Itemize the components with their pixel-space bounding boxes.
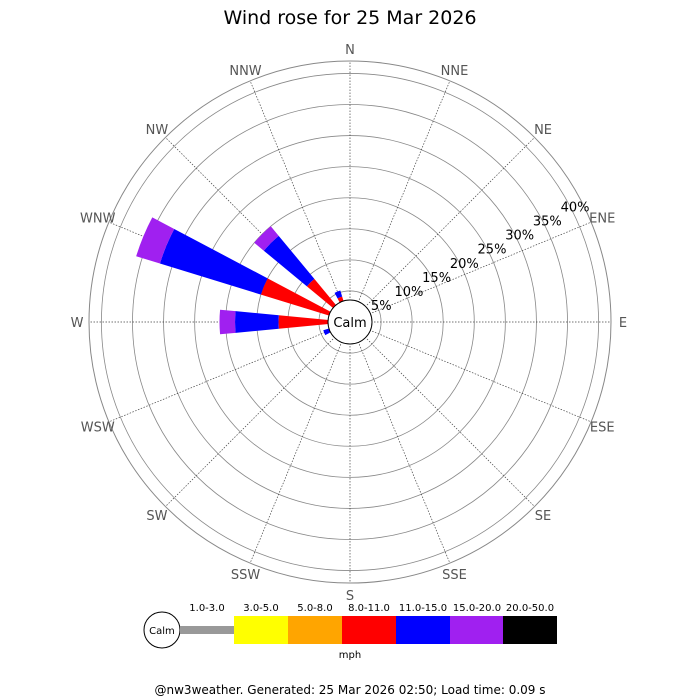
petal-wnw-8.0-11.0 bbox=[260, 278, 331, 316]
spoke-sw bbox=[165, 321, 351, 507]
direction-label-se: SE bbox=[535, 509, 551, 524]
grid-circle-8 bbox=[101, 73, 599, 571]
spoke-ese bbox=[349, 321, 592, 423]
speed-legend: Calm 1.0-3.0 3.0-5.0 5.0-8.0 8.0-11.0 11.0-1… bbox=[143, 603, 557, 661]
petal-nnw-11.0-15.0 bbox=[334, 290, 343, 299]
percent-labels: 5%10%15%20%25%30%35%40% bbox=[371, 200, 590, 314]
spoke-se bbox=[349, 321, 535, 507]
calm-label: Calm bbox=[333, 316, 366, 331]
legend-swatch-3.0-5.0 bbox=[234, 616, 288, 644]
legend-swatch-8.0-11.0 bbox=[342, 616, 396, 644]
percent-label-30: 30% bbox=[505, 229, 534, 244]
percent-label-10: 10% bbox=[394, 285, 423, 300]
chart-title: Wind rose for 25 Mar 2026 bbox=[223, 7, 476, 29]
legend-swatch-1.0-3.0 bbox=[180, 626, 234, 634]
petal-w-11.0-15.0 bbox=[235, 311, 279, 333]
spoke-ssw bbox=[249, 321, 351, 564]
legend-swatch-11.0-15.0 bbox=[396, 616, 450, 644]
footer-text: @nw3weather. Generated: 25 Mar 2026 02:5… bbox=[155, 683, 546, 697]
spoke-nnw bbox=[249, 80, 351, 323]
spoke-ne bbox=[349, 137, 535, 323]
direction-label-ese: ESE bbox=[590, 420, 615, 435]
direction-label-nne: NNE bbox=[441, 64, 469, 79]
legend-units: mph bbox=[339, 650, 361, 661]
spoke-ene bbox=[349, 221, 592, 323]
legend-bin-label-20.0-50.0: 20.0-50.0 bbox=[506, 603, 554, 614]
petal-nw-11.0-15.0 bbox=[263, 235, 315, 287]
legend-bin-label-8.0-11.0: 8.0-11.0 bbox=[348, 603, 390, 614]
direction-label-s: S bbox=[346, 589, 354, 604]
direction-labels: N NNE NE ENE E ESE SE SSE S SSW SW WSW W WNW NW NNW bbox=[71, 43, 628, 604]
legend-swatch-15.0-20.0 bbox=[450, 616, 504, 644]
direction-label-w: W bbox=[71, 316, 84, 331]
spoke-wsw bbox=[108, 321, 351, 423]
grid-circle-outer bbox=[88, 60, 612, 584]
wind-petals bbox=[136, 217, 370, 336]
direction-label-nnw: NNW bbox=[229, 64, 261, 79]
direction-label-ne: NE bbox=[534, 123, 552, 138]
spoke-nne bbox=[349, 80, 451, 323]
legend-bin-label-3.0-5.0: 3.0-5.0 bbox=[243, 603, 278, 614]
spoke-sse bbox=[349, 321, 451, 564]
petal-nw-15.0-20.0 bbox=[254, 226, 279, 251]
petal-w-8.0-11.0 bbox=[278, 315, 347, 329]
percent-label-20: 20% bbox=[450, 257, 479, 272]
petal-wnw-11.0-15.0 bbox=[159, 228, 268, 295]
legend-bin-label-11.0-15.0: 11.0-15.0 bbox=[399, 603, 447, 614]
calm-circle bbox=[327, 299, 373, 345]
direction-label-sse: SSE bbox=[442, 568, 467, 583]
percent-label-40: 40% bbox=[561, 200, 590, 215]
legend-swatch-20.0-50.0 bbox=[503, 616, 557, 644]
direction-label-wsw: WSW bbox=[81, 420, 115, 435]
direction-label-sw: SW bbox=[146, 509, 167, 524]
direction-label-e: E bbox=[619, 316, 627, 331]
grid-circle-5 bbox=[194, 166, 506, 478]
direction-label-n: N bbox=[345, 43, 355, 58]
legend-bin-label-5.0-8.0: 5.0-8.0 bbox=[297, 603, 332, 614]
direction-label-ene: ENE bbox=[589, 212, 615, 227]
legend-calm-label: Calm bbox=[149, 626, 175, 637]
percent-label-5: 5% bbox=[371, 299, 392, 314]
percent-label-25: 25% bbox=[478, 243, 507, 258]
legend-bin-label-15.0-20.0: 15.0-20.0 bbox=[453, 603, 501, 614]
percent-label-35: 35% bbox=[533, 214, 562, 229]
direction-label-ssw: SSW bbox=[231, 568, 261, 583]
legend-bin-label-1.0-3.0: 1.0-3.0 bbox=[189, 603, 224, 614]
petal-nw-8.0-11.0 bbox=[306, 278, 343, 315]
petal-wnw-15.0-20.0 bbox=[136, 217, 175, 264]
petal-w-15.0-20.0 bbox=[219, 309, 236, 335]
direction-label-wnw: WNW bbox=[80, 212, 116, 227]
percent-label-15: 15% bbox=[422, 271, 451, 286]
legend-swatch-5.0-8.0 bbox=[288, 616, 342, 644]
direction-label-nw: NW bbox=[146, 123, 169, 138]
